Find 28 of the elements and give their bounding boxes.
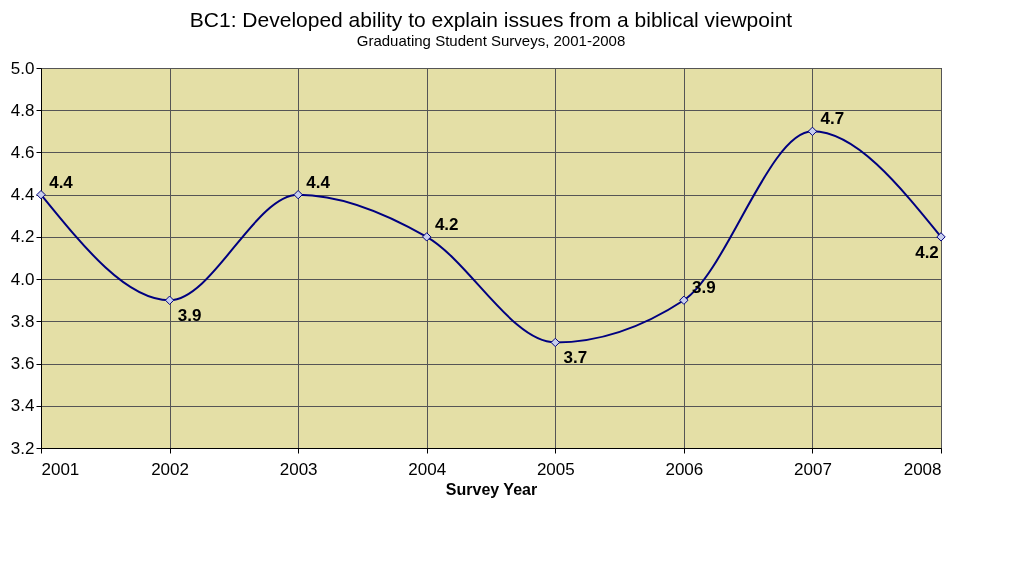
data-label: 4.4 (49, 172, 74, 192)
y-tick-label: 5.0 (10, 58, 35, 78)
x-tick-label: 2002 (151, 459, 189, 479)
x-tick-label: 2008 (903, 459, 942, 479)
x-tick-label: 2007 (794, 459, 832, 479)
data-label: 3.9 (177, 306, 202, 326)
data-label: 3.7 (563, 348, 588, 368)
x-tick-label: 2004 (408, 459, 447, 479)
y-tick-label: 3.4 (10, 396, 35, 416)
data-label: 4.4 (306, 172, 331, 192)
chart-title: BC1: Developed ability to explain issues from a biblical viewpoint (189, 8, 793, 31)
x-tick-label: 2006 (665, 459, 704, 479)
data-label: 4.2 (915, 242, 939, 262)
y-tick-label: 4.6 (10, 142, 35, 162)
x-tick-label: 2003 (279, 459, 318, 479)
y-tick-label: 4.4 (10, 185, 35, 205)
x-tick-label: 2005 (536, 459, 575, 479)
y-tick-label: 3.6 (10, 354, 35, 374)
data-label: 4.2 (434, 214, 459, 234)
x-axis-title: Survey Year (445, 480, 538, 498)
data-label: 4.7 (820, 109, 845, 129)
y-tick-label: 4.2 (10, 227, 35, 247)
x-tick-label: 2001 (41, 459, 80, 479)
y-tick-label: 4.0 (10, 269, 35, 289)
chart-subtitle: Graduating Student Surveys, 2001-2008 (356, 32, 626, 49)
y-tick-label: 3.2 (10, 438, 35, 458)
y-tick-label: 4.8 (10, 100, 35, 120)
y-tick-label: 3.8 (10, 311, 35, 331)
